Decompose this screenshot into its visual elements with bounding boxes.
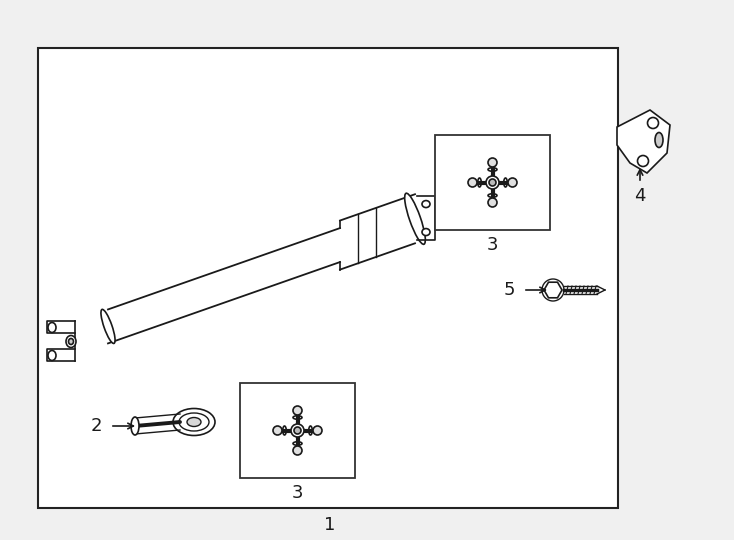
Ellipse shape — [131, 417, 139, 435]
Bar — [435, 135, 550, 230]
Ellipse shape — [486, 176, 499, 189]
Text: 1: 1 — [324, 516, 335, 534]
Ellipse shape — [48, 350, 56, 361]
Ellipse shape — [173, 408, 215, 435]
Ellipse shape — [101, 309, 115, 343]
Ellipse shape — [655, 132, 663, 147]
Ellipse shape — [468, 178, 477, 187]
Polygon shape — [617, 110, 670, 173]
Ellipse shape — [508, 178, 517, 187]
Bar — [240, 383, 355, 478]
Text: 3: 3 — [291, 484, 303, 502]
Ellipse shape — [68, 339, 73, 345]
Text: 4: 4 — [634, 187, 646, 205]
Ellipse shape — [488, 158, 497, 167]
Ellipse shape — [488, 198, 497, 207]
Ellipse shape — [273, 426, 282, 435]
Ellipse shape — [187, 417, 201, 427]
Ellipse shape — [293, 446, 302, 455]
Ellipse shape — [422, 200, 430, 207]
Ellipse shape — [48, 322, 56, 333]
Ellipse shape — [647, 118, 658, 129]
Ellipse shape — [489, 179, 496, 186]
Ellipse shape — [313, 426, 322, 435]
Ellipse shape — [404, 193, 425, 244]
Ellipse shape — [293, 406, 302, 415]
Ellipse shape — [422, 228, 430, 235]
Bar — [38, 48, 618, 508]
Ellipse shape — [291, 424, 304, 437]
Ellipse shape — [66, 335, 76, 348]
Ellipse shape — [294, 427, 301, 434]
Text: 3: 3 — [487, 236, 498, 254]
Ellipse shape — [638, 156, 649, 166]
Text: 5: 5 — [504, 281, 515, 299]
Ellipse shape — [179, 413, 209, 431]
Text: 2: 2 — [90, 417, 102, 435]
